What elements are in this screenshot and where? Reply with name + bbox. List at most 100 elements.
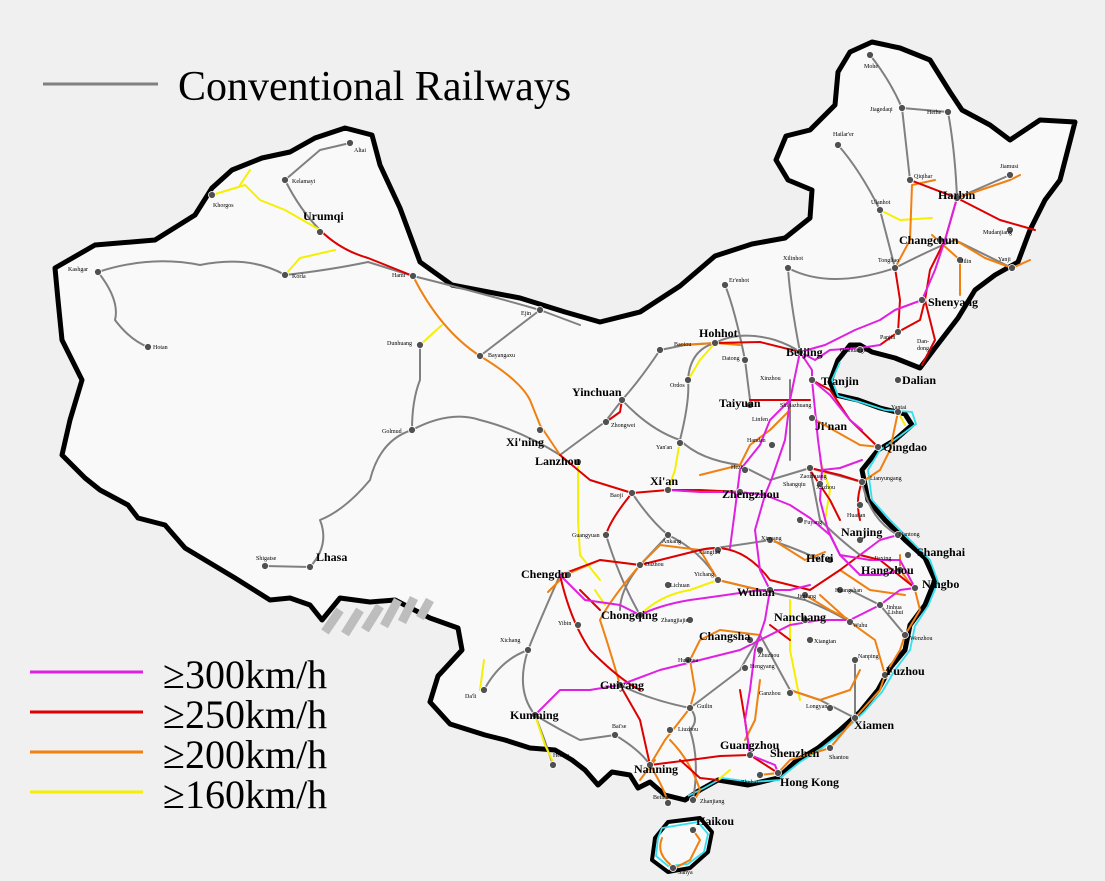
city-label-small: Shantou bbox=[829, 755, 849, 761]
city-label-small: Xinyang bbox=[761, 536, 782, 542]
rail-160 bbox=[639, 579, 719, 616]
legend-label-250: ≥250km/h bbox=[163, 692, 327, 737]
city-label: Tianjin bbox=[821, 374, 859, 388]
rail-160 bbox=[687, 342, 716, 381]
city-label: Xi'ning bbox=[506, 435, 544, 449]
city-label-small: Zhuzhou bbox=[758, 653, 779, 659]
city-label-small: Altai bbox=[354, 148, 366, 154]
rail-200 bbox=[861, 411, 899, 483]
city-label: Hangzhou bbox=[861, 563, 914, 577]
rail-200 bbox=[769, 537, 826, 561]
city-label-small: Golmud bbox=[382, 429, 402, 435]
rail-gray bbox=[411, 344, 421, 431]
city-label-small: Hekou bbox=[553, 753, 569, 759]
city-dot bbox=[306, 563, 314, 571]
city-label: Shenyang bbox=[928, 295, 978, 309]
city-label-small: Dunhuang bbox=[387, 341, 412, 347]
city-label: Dalian bbox=[902, 373, 936, 387]
city-label-small: Hengyang bbox=[750, 664, 775, 670]
city-label: Urumqi bbox=[303, 209, 344, 223]
city-dot bbox=[480, 686, 488, 694]
city-dot bbox=[664, 581, 672, 589]
rail-300 bbox=[534, 684, 621, 716]
city-dot bbox=[806, 636, 814, 644]
city-dot bbox=[953, 194, 961, 202]
city-label-small: Huai'an bbox=[847, 513, 865, 519]
rail-200 bbox=[659, 829, 701, 869]
city-label: Nanjing bbox=[841, 525, 882, 539]
city-dot bbox=[894, 376, 902, 384]
rail-300 bbox=[729, 399, 791, 549]
city-label-small: Fuyang bbox=[804, 520, 822, 526]
city-dot bbox=[1006, 226, 1014, 234]
rail-200 bbox=[811, 417, 881, 448]
rail-300 bbox=[859, 534, 899, 556]
rail-160 bbox=[211, 184, 321, 231]
city-label: Kunming bbox=[510, 708, 559, 722]
city-dot bbox=[669, 864, 677, 872]
city-label-small: Ganzhou bbox=[759, 691, 781, 697]
city-label-small: Yibin bbox=[558, 621, 571, 627]
city-dot bbox=[856, 501, 864, 509]
city-dot bbox=[801, 591, 809, 599]
city-dot bbox=[664, 531, 672, 539]
city-dot bbox=[851, 656, 859, 664]
city-dot bbox=[768, 441, 776, 449]
rail-250 bbox=[809, 467, 863, 483]
city-label-small: Ordos bbox=[670, 383, 685, 389]
city-label-small: Hotan bbox=[153, 345, 168, 351]
city-dot bbox=[208, 191, 216, 199]
city-label: Hong Kong bbox=[780, 775, 839, 789]
city-dot bbox=[636, 561, 644, 569]
city-dot bbox=[549, 761, 557, 769]
city-dot bbox=[531, 711, 539, 719]
city-label-small: Jiagedaqi bbox=[870, 107, 893, 113]
city-label-small: Beihai bbox=[653, 795, 669, 801]
rail-gray bbox=[309, 429, 413, 568]
city-dot bbox=[796, 348, 804, 356]
rail-200 bbox=[894, 179, 936, 269]
city-label-small: Qinhuangdao bbox=[840, 348, 872, 354]
city-label-small: Guangyuan bbox=[572, 533, 600, 539]
city-label-small: Nanping bbox=[858, 654, 879, 660]
city-label-small: Heze bbox=[731, 465, 744, 471]
rail-200 bbox=[804, 594, 851, 621]
city-dot bbox=[894, 531, 902, 539]
rail-250 bbox=[649, 754, 779, 774]
coast-hainan bbox=[655, 821, 709, 867]
rail-300 bbox=[821, 459, 863, 471]
city-label-small: dong bbox=[917, 346, 929, 352]
rail-gray bbox=[894, 239, 956, 269]
rail-gray bbox=[284, 179, 321, 231]
city-dot bbox=[714, 546, 722, 554]
coast-east bbox=[779, 361, 939, 779]
disputed-stripes bbox=[321, 595, 434, 637]
city-dot bbox=[574, 458, 582, 466]
city-label-small: Zhangjiajie bbox=[661, 618, 689, 624]
rail-gray bbox=[412, 275, 581, 326]
city-dot bbox=[666, 726, 674, 734]
city-label: Haikou bbox=[696, 814, 734, 828]
rail-300 bbox=[667, 489, 766, 496]
city-dot bbox=[826, 744, 834, 752]
city-dot bbox=[826, 556, 834, 564]
rail-160 bbox=[239, 169, 251, 186]
city-dot bbox=[816, 480, 824, 488]
city-label-small: Heihe bbox=[927, 110, 942, 116]
rail-250 bbox=[921, 299, 936, 366]
city-label: Zhengzhou bbox=[722, 487, 780, 501]
city-label-small: Jiaxing bbox=[874, 556, 891, 562]
city-label-small: Da'li bbox=[465, 694, 477, 700]
city-label-small: Wenzhou bbox=[910, 636, 933, 642]
city-dot bbox=[346, 139, 354, 147]
city-markers bbox=[94, 51, 1016, 872]
city-dot bbox=[281, 271, 289, 279]
railways-300 bbox=[534, 197, 958, 774]
rail-gray bbox=[861, 481, 899, 536]
city-dot bbox=[736, 488, 744, 496]
rail-250 bbox=[559, 454, 741, 494]
city-label-small: Zhanjiang bbox=[700, 799, 724, 805]
city-label-small: Shigatse bbox=[256, 556, 277, 562]
rail-200 bbox=[599, 564, 641, 686]
city-dot bbox=[808, 376, 816, 384]
